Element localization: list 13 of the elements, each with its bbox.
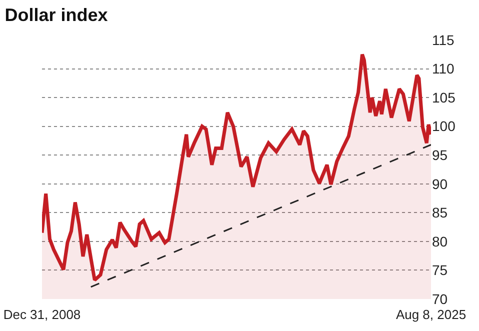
y-tick-label: 100	[432, 118, 456, 134]
y-tick-label: 70	[432, 290, 448, 307]
chart-title: Dollar index	[4, 4, 108, 25]
y-tick-label: 85	[432, 204, 448, 221]
x-tick-label: Dec 31, 2008	[3, 307, 81, 322]
y-tick-label: 80	[432, 233, 448, 250]
x-tick-label: Aug 8, 2025	[396, 307, 466, 322]
y-tick-label: 110	[432, 60, 455, 77]
y-tick-label: 90	[432, 176, 448, 192]
y-tick-label: 95	[432, 147, 448, 164]
y-tick-label: 75	[432, 262, 448, 278]
y-tick-label: 115	[432, 32, 455, 48]
y-tick-label: 105	[432, 89, 456, 106]
